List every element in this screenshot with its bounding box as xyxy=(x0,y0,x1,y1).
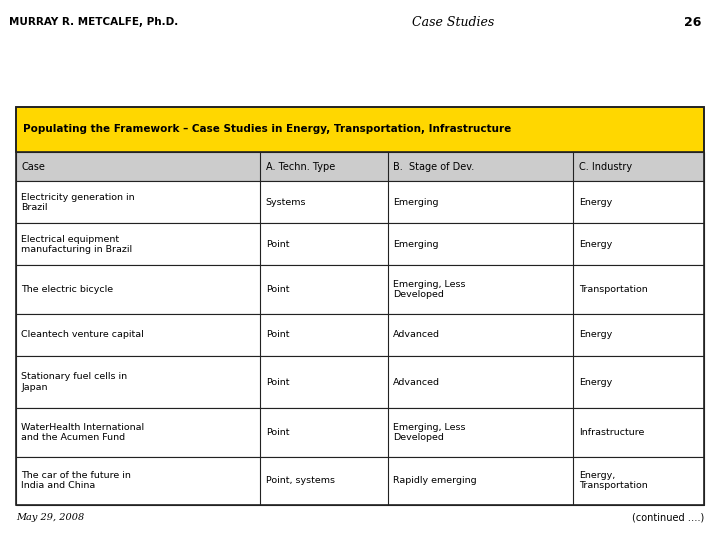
Text: Emerging, Less
Developed: Emerging, Less Developed xyxy=(393,280,466,299)
Text: Energy: Energy xyxy=(579,377,612,387)
Text: Cleantech venture capital: Cleantech venture capital xyxy=(22,330,144,339)
Text: Point, systems: Point, systems xyxy=(266,476,335,485)
FancyBboxPatch shape xyxy=(16,408,704,457)
FancyBboxPatch shape xyxy=(16,181,704,224)
Text: Rapidly emerging: Rapidly emerging xyxy=(393,476,477,485)
Text: Energy,
Transportation: Energy, Transportation xyxy=(579,471,647,490)
Text: May 29, 2008: May 29, 2008 xyxy=(16,514,84,522)
Text: B.  Stage of Dev.: B. Stage of Dev. xyxy=(393,161,474,172)
Text: Electrical equipment
manufacturing in Brazil: Electrical equipment manufacturing in Br… xyxy=(22,235,132,254)
Text: Systems: Systems xyxy=(266,198,306,207)
Text: Point: Point xyxy=(266,330,289,339)
FancyBboxPatch shape xyxy=(16,457,704,505)
Text: The car of the future in
India and China: The car of the future in India and China xyxy=(22,471,131,490)
Text: A. Techn. Type: A. Techn. Type xyxy=(266,161,335,172)
Text: Point: Point xyxy=(266,240,289,249)
Text: Populating the Framework – Case Studies in Energy, Transportation, Infrastructur: Populating the Framework – Case Studies … xyxy=(23,124,511,134)
Text: MURRAY R. METCALFE, Ph.D.: MURRAY R. METCALFE, Ph.D. xyxy=(9,17,179,28)
Text: Point: Point xyxy=(266,377,289,387)
Text: Electricity generation in
Brazil: Electricity generation in Brazil xyxy=(22,193,135,212)
Text: 26: 26 xyxy=(685,16,702,29)
Text: Advanced: Advanced xyxy=(393,377,440,387)
Text: Infrastructure: Infrastructure xyxy=(579,428,644,437)
Text: Advanced: Advanced xyxy=(393,330,440,339)
FancyBboxPatch shape xyxy=(16,314,704,356)
Text: Point: Point xyxy=(266,428,289,437)
Text: Energy: Energy xyxy=(579,198,612,207)
Text: WaterHealth International
and the Acumen Fund: WaterHealth International and the Acumen… xyxy=(22,423,145,442)
Text: Energy: Energy xyxy=(579,330,612,339)
FancyBboxPatch shape xyxy=(16,266,704,314)
FancyBboxPatch shape xyxy=(16,107,704,152)
Text: Emerging: Emerging xyxy=(393,240,438,249)
FancyBboxPatch shape xyxy=(16,224,704,266)
Text: Energy: Energy xyxy=(579,240,612,249)
Text: Case: Case xyxy=(22,161,45,172)
Text: The electric bicycle: The electric bicycle xyxy=(22,285,114,294)
Text: Point: Point xyxy=(266,285,289,294)
Text: Case Studies: Case Studies xyxy=(413,16,495,29)
Text: Emerging: Emerging xyxy=(393,198,438,207)
Text: Emerging, Less
Developed: Emerging, Less Developed xyxy=(393,423,466,442)
FancyBboxPatch shape xyxy=(16,356,704,408)
Text: Stationary fuel cells in
Japan: Stationary fuel cells in Japan xyxy=(22,372,127,391)
Text: C. Industry: C. Industry xyxy=(579,161,632,172)
FancyBboxPatch shape xyxy=(16,152,704,181)
Text: Transportation: Transportation xyxy=(579,285,647,294)
Text: (continued ….): (continued ….) xyxy=(632,513,704,523)
